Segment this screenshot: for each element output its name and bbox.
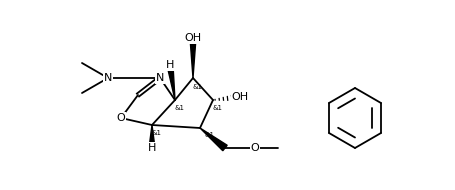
Text: OH: OH	[184, 33, 201, 43]
Text: O: O	[250, 143, 259, 153]
Text: H: H	[166, 60, 174, 70]
Polygon shape	[167, 65, 175, 100]
Text: OH: OH	[231, 92, 248, 102]
Text: &1: &1	[192, 84, 202, 90]
Text: &1: &1	[152, 130, 162, 136]
Polygon shape	[149, 125, 155, 148]
Text: O: O	[116, 113, 125, 123]
Polygon shape	[190, 38, 196, 78]
Text: &1: &1	[175, 105, 185, 111]
Polygon shape	[200, 128, 227, 151]
Text: N: N	[104, 73, 112, 83]
Text: H: H	[147, 143, 156, 153]
Text: &1: &1	[212, 105, 222, 111]
Text: &1: &1	[205, 132, 214, 138]
Text: N: N	[156, 73, 164, 83]
